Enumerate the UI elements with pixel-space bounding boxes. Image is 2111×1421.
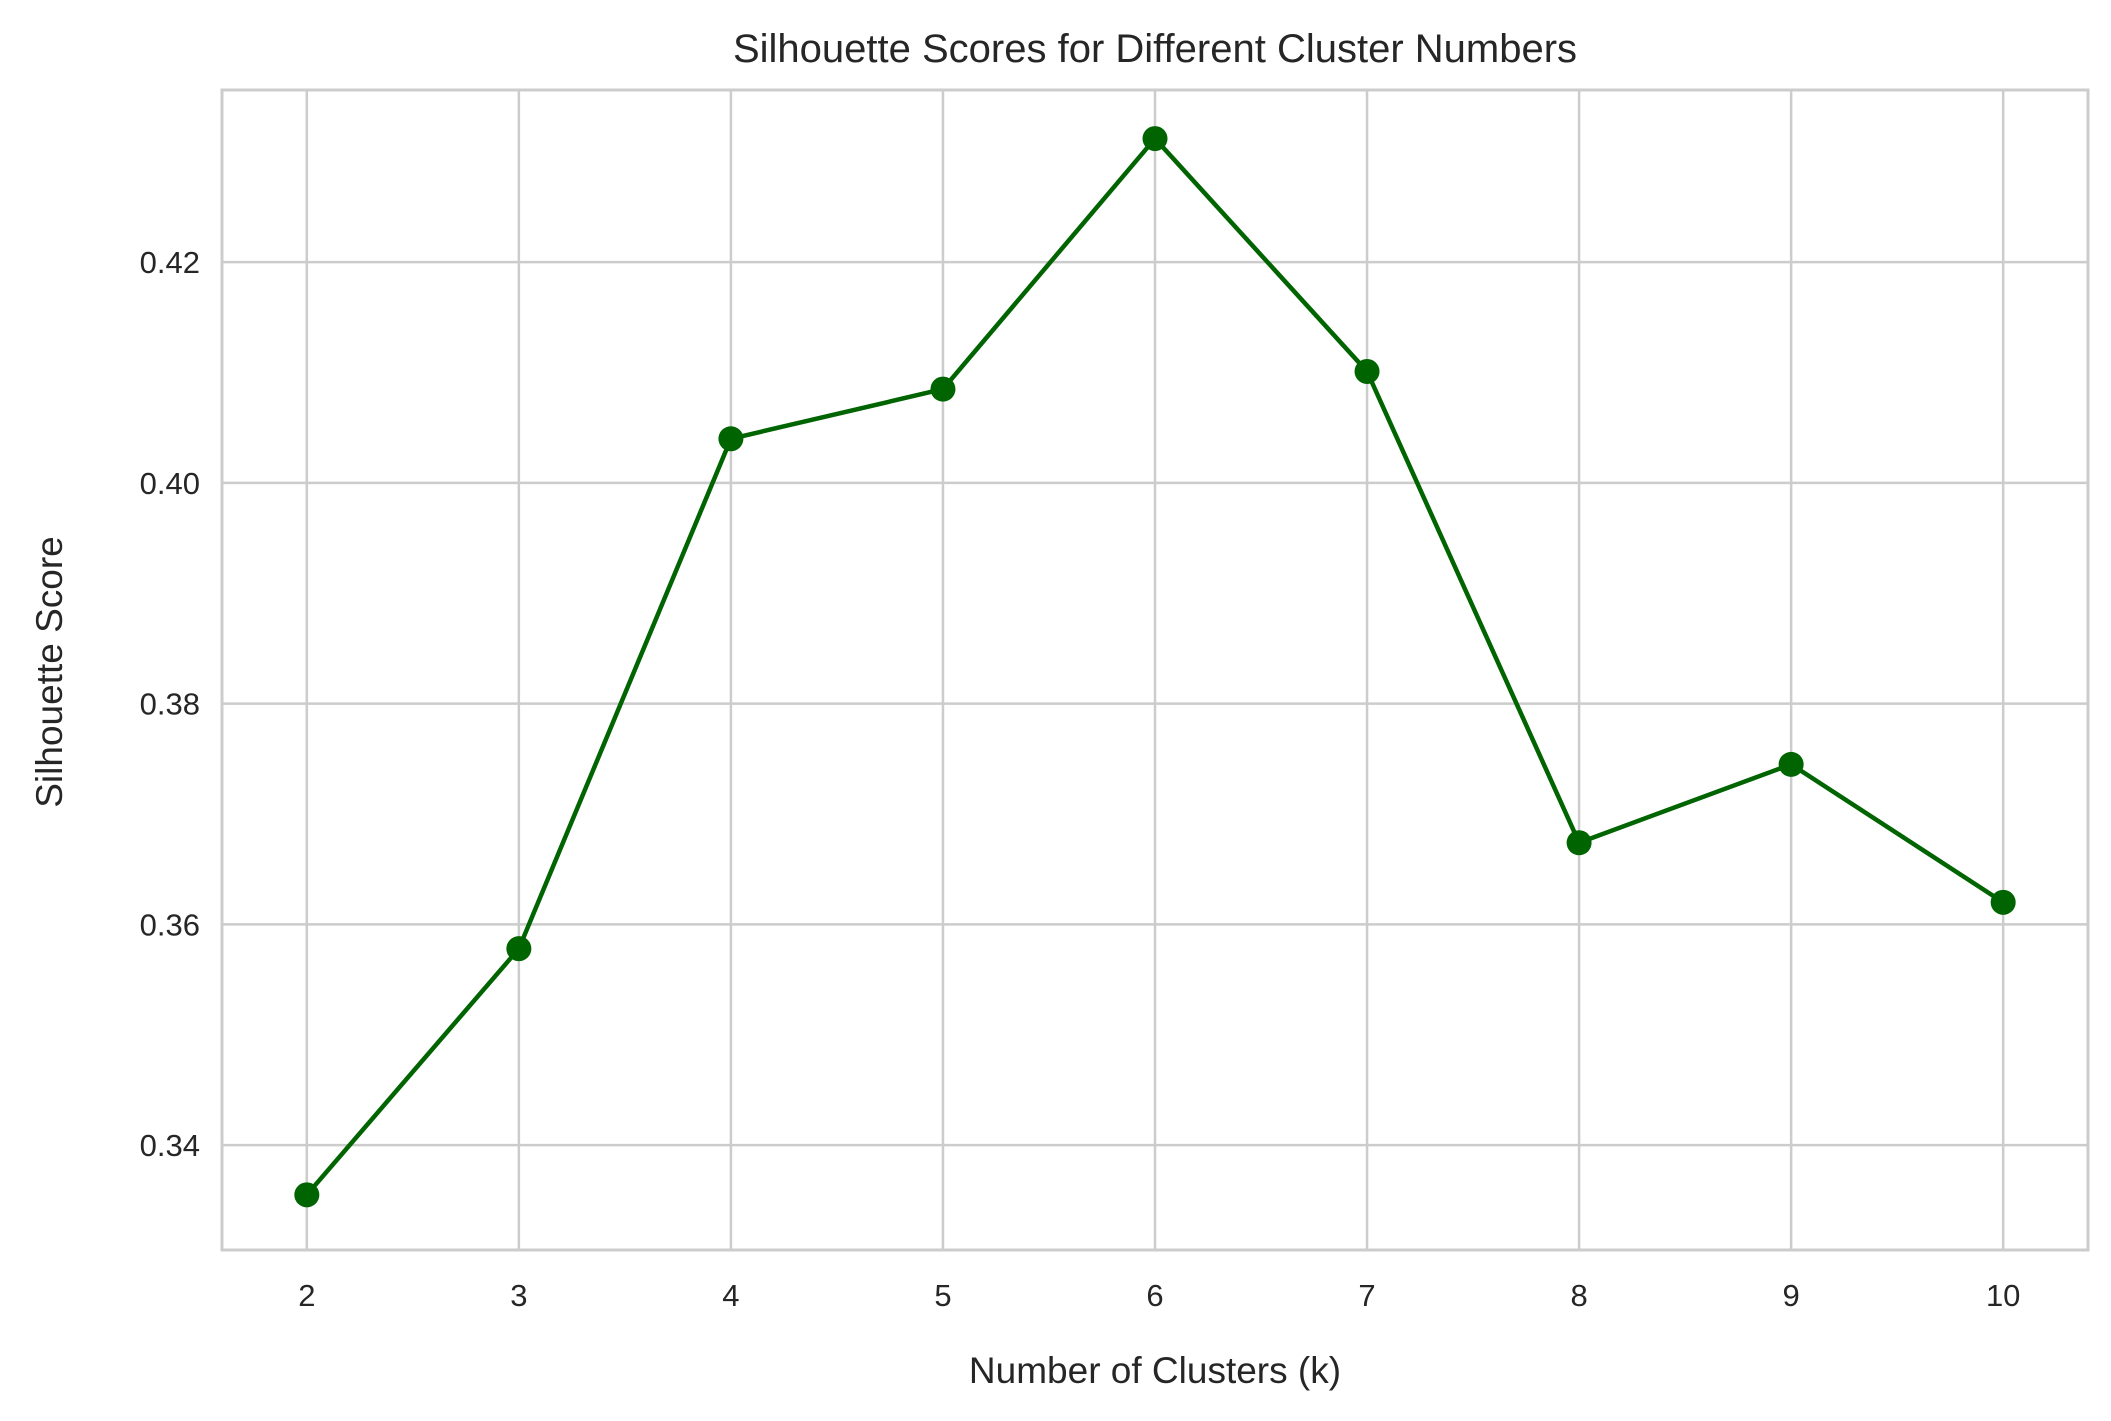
x-tick-label: 9 <box>1783 1278 1800 1313</box>
data-point <box>1142 126 1168 152</box>
plot-frame <box>220 88 2090 1252</box>
x-axis-title: Number of Clusters (k) <box>969 1350 1341 1391</box>
data-point <box>1778 751 1804 777</box>
x-tick-label: 7 <box>1358 1278 1375 1313</box>
x-tick-label: 10 <box>1986 1278 2020 1313</box>
y-tick-label: 0.34 <box>140 1128 200 1163</box>
data-point <box>1990 889 2016 915</box>
y-tick-label: 0.38 <box>140 687 200 722</box>
y-tick-label: 0.42 <box>140 245 200 280</box>
y-axis-title: Silhouette Score <box>29 536 70 808</box>
data-point <box>1566 830 1592 856</box>
x-tick-label: 2 <box>298 1278 315 1313</box>
data-point <box>930 376 956 402</box>
x-tick-label: 4 <box>722 1278 739 1313</box>
x-tick-label: 3 <box>510 1278 527 1313</box>
chart-title: Silhouette Scores for Different Cluster … <box>733 27 1577 71</box>
y-tick-label: 0.40 <box>140 466 200 501</box>
x-tick-label: 6 <box>1146 1278 1163 1313</box>
y-tick-label: 0.36 <box>140 907 200 942</box>
x-tick-labels: 2 3 4 5 6 7 8 9 10 <box>298 1278 2020 1313</box>
grid-lines <box>222 90 2088 1250</box>
data-point <box>506 936 532 962</box>
x-tick-label: 8 <box>1570 1278 1587 1313</box>
data-point <box>718 426 744 452</box>
data-point <box>1354 358 1380 384</box>
data-point <box>294 1182 320 1208</box>
x-tick-label: 5 <box>934 1278 951 1313</box>
y-tick-labels: 0.34 0.36 0.38 0.40 0.42 <box>140 245 200 1163</box>
series-layer <box>294 126 2016 1208</box>
